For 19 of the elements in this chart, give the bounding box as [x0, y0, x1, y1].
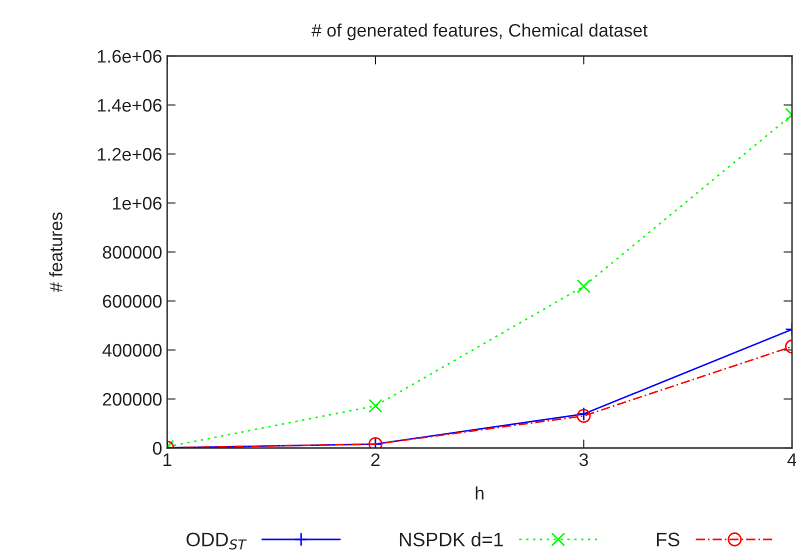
legend-label: FS [656, 532, 680, 546]
x-tick-label: 2 [371, 453, 380, 466]
y-tick-label: 1.6e+06 [98, 50, 162, 63]
x-tick-label: 3 [579, 453, 588, 466]
legend-label: NSPDK d=1 [400, 532, 503, 546]
x-tick-label: 1 [164, 454, 172, 466]
y-tick-label: 1e+06 [112, 196, 162, 210]
y-tick-label: 400000 [102, 344, 162, 357]
point [368, 398, 382, 413]
y-tick-label: 600000 [102, 294, 162, 308]
y-tick-label: 1.2e+06 [98, 148, 162, 161]
y-axis-title: # features [49, 212, 62, 292]
y-tick-label: 1.4e+06 [98, 98, 162, 112]
chart-title: # of generated features, Chemical dataset [312, 23, 648, 40]
legend-label: ODD$_{ST}$ [186, 532, 247, 550]
y-tick-label: 0 [152, 442, 162, 455]
x-axis-title: h [476, 486, 484, 500]
y-tick-label: 800000 [102, 246, 162, 259]
y-tick-label: 200000 [102, 392, 162, 406]
